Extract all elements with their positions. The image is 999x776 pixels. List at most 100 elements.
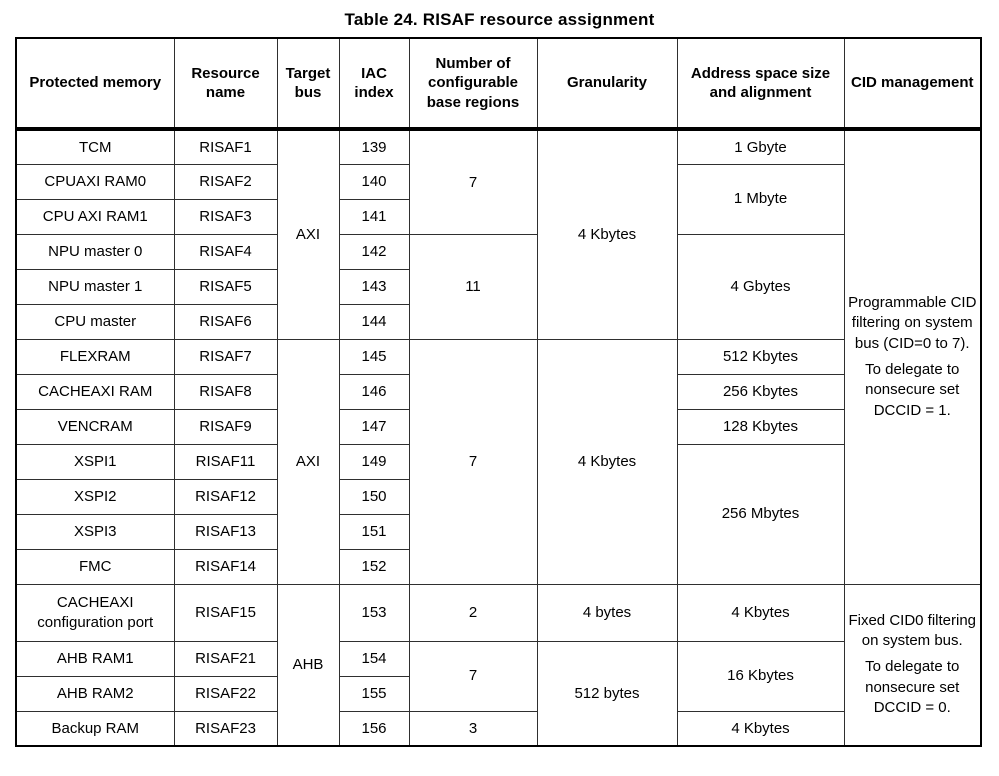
cell-granularity: 4 Kbytes: [536, 128, 678, 340]
cell-protected-memory: CPUAXI RAM0: [15, 163, 175, 200]
table-title: Table 24. RISAF resource assignment: [344, 10, 655, 29]
table-row: FLEXRAM RISAF7 AXI 145 7 4 Kbytes 512 Kbytes: [15, 338, 981, 585]
cell-num-base-regions: 7: [408, 338, 538, 585]
cell-resource-name: RISAF7: [173, 338, 278, 375]
cell-num-base-regions: 3: [408, 710, 538, 747]
col-header-protected-memory: Protected memory: [15, 37, 175, 131]
cell-resource-name: RISAF13: [173, 513, 278, 550]
cell-protected-memory: CPU AXI RAM1: [15, 198, 175, 235]
cell-address-space: 512 Kbytes: [676, 338, 845, 375]
cell-protected-memory: AHB RAM2: [15, 675, 175, 712]
cell-resource-name: RISAF9: [173, 408, 278, 445]
cid-paragraph: To delegate to nonsecure set DCCID = 1.: [865, 360, 960, 420]
cell-protected-memory: XSPI1: [15, 443, 175, 480]
cell-resource-name: RISAF22: [173, 675, 278, 712]
cell-iac-index: 150: [338, 478, 410, 515]
table-row: CPU AXI RAM1 RISAF3 141: [15, 198, 981, 235]
table-row: CPUAXI RAM0 RISAF2 140 1 Mbyte: [15, 163, 981, 235]
table-row: NPU master 0 RISAF4 142 11 4 Gbytes: [15, 233, 981, 340]
cell-address-space: 128 Kbytes: [676, 408, 845, 445]
table-row: FMC RISAF14 152: [15, 548, 981, 585]
cell-iac-index: 151: [338, 513, 410, 550]
col-header-iac-index: IAC index: [338, 37, 410, 131]
table-row: VENCRAM RISAF9 147 128 Kbytes: [15, 408, 981, 445]
table-row: TCM RISAF1 AXI 139 7 4 Kbytes 1 Gbyte Programma…: [15, 128, 982, 585]
cell-protected-memory: NPU master 0: [15, 233, 175, 270]
cell-iac-index: 144: [338, 303, 410, 340]
cell-address-space: 256 Kbytes: [676, 373, 845, 410]
table-row: CACHEAXI RAM RISAF8 146 256 Kbytes: [15, 373, 981, 410]
cell-iac-index: 142: [338, 233, 410, 270]
cell-iac-index: 155: [338, 675, 410, 712]
cell-target-bus: AXI: [276, 128, 340, 340]
cell-granularity: 4 Kbytes: [536, 338, 678, 585]
cell-resource-name: RISAF6: [173, 303, 278, 340]
cell-iac-index: 147: [338, 408, 410, 445]
cell-cid-management: Programmable CID filtering on system bus…: [843, 128, 982, 585]
table-row: Backup RAM RISAF23 156 3 4 Kbytes: [15, 710, 981, 747]
cell-target-bus: AXI: [276, 338, 340, 585]
cell-address-space: 1 Gbyte: [676, 128, 845, 165]
cell-resource-name: RISAF14: [173, 548, 278, 585]
cell-iac-index: 143: [338, 268, 410, 305]
table-row: XSPI3 RISAF13 151: [15, 513, 981, 550]
col-header-granularity: Granularity: [536, 37, 678, 131]
cell-resource-name: RISAF11: [173, 443, 278, 480]
cell-resource-name: RISAF8: [173, 373, 278, 410]
cell-resource-name: RISAF23: [173, 710, 278, 747]
cell-iac-index: 153: [338, 583, 410, 642]
cid-paragraph: Programmable CID filtering on system bus…: [848, 293, 977, 353]
cell-cid-management: Fixed CID0 filtering on system bus. To de…: [843, 583, 982, 747]
cell-iac-index: 152: [338, 548, 410, 585]
cell-protected-memory: CACHEAXI configuration port: [15, 583, 175, 642]
col-header-target-bus: Target bus: [276, 37, 340, 131]
table-row: CACHEAXI configuration port RISAF15 AHB 153…: [15, 583, 982, 747]
table-row: XSPI1 RISAF11 149 256 Mbytes: [15, 443, 981, 585]
col-header-address-space: Address space size and alignment: [676, 37, 845, 131]
header-row: Protected memory Resource name Target bus I…: [15, 37, 982, 131]
cell-granularity: 4 bytes: [536, 583, 678, 642]
cell-protected-memory: Backup RAM: [15, 710, 175, 747]
cell-resource-name: RISAF4: [173, 233, 278, 270]
cell-resource-name: RISAF21: [173, 640, 278, 677]
cell-iac-index: 141: [338, 198, 410, 235]
cell-address-space: 16 Kbytes: [676, 640, 845, 712]
cell-protected-memory: VENCRAM: [15, 408, 175, 445]
table-body: TCM RISAF1 AXI 139 7 4 Kbytes 1 Gbyte Programma…: [15, 128, 982, 747]
cell-resource-name: RISAF1: [173, 128, 278, 165]
col-header-cid-management: CID management: [843, 37, 982, 131]
cell-iac-index: 140: [338, 163, 410, 200]
cell-num-base-regions: 11: [408, 233, 538, 340]
cell-protected-memory: XSPI2: [15, 478, 175, 515]
cell-num-base-regions: 7: [408, 640, 538, 712]
cell-resource-name: RISAF12: [173, 478, 278, 515]
cell-resource-name: RISAF5: [173, 268, 278, 305]
cell-address-space: 256 Mbytes: [676, 443, 845, 585]
risaf-table: Protected memory Resource name Target bus I…: [15, 37, 982, 747]
cell-protected-memory: AHB RAM1: [15, 640, 175, 677]
cell-iac-index: 139: [338, 128, 410, 165]
cell-protected-memory: FLEXRAM: [15, 338, 175, 375]
col-header-num-base-regions: Number of configurable base regions: [408, 37, 538, 131]
table-header: Protected memory Resource name Target bus I…: [15, 37, 982, 131]
cell-num-base-regions: 7: [408, 128, 538, 235]
cell-iac-index: 146: [338, 373, 410, 410]
cell-address-space: 4 Kbytes: [676, 710, 845, 747]
cell-resource-name: RISAF15: [173, 583, 278, 642]
cid-paragraph: Fixed CID0 filtering on system bus.: [848, 611, 977, 650]
cell-address-space: 4 Kbytes: [676, 583, 845, 642]
cell-resource-name: RISAF3: [173, 198, 278, 235]
table-row: NPU master 1 RISAF5 143: [15, 268, 981, 305]
cell-resource-name: RISAF2: [173, 163, 278, 200]
cell-target-bus: AHB: [276, 583, 340, 747]
table-row: CPU master RISAF6 144: [15, 303, 981, 340]
cell-protected-memory: CPU master: [15, 303, 175, 340]
cell-protected-memory: XSPI3: [15, 513, 175, 550]
cell-address-space: 1 Mbyte: [676, 163, 845, 235]
cell-protected-memory: TCM: [15, 128, 175, 165]
cid-paragraph: To delegate to nonsecure set DCCID = 0.: [865, 657, 960, 717]
cell-iac-index: 145: [338, 338, 410, 375]
cell-protected-memory: CACHEAXI RAM: [15, 373, 175, 410]
cell-protected-memory: FMC: [15, 548, 175, 585]
